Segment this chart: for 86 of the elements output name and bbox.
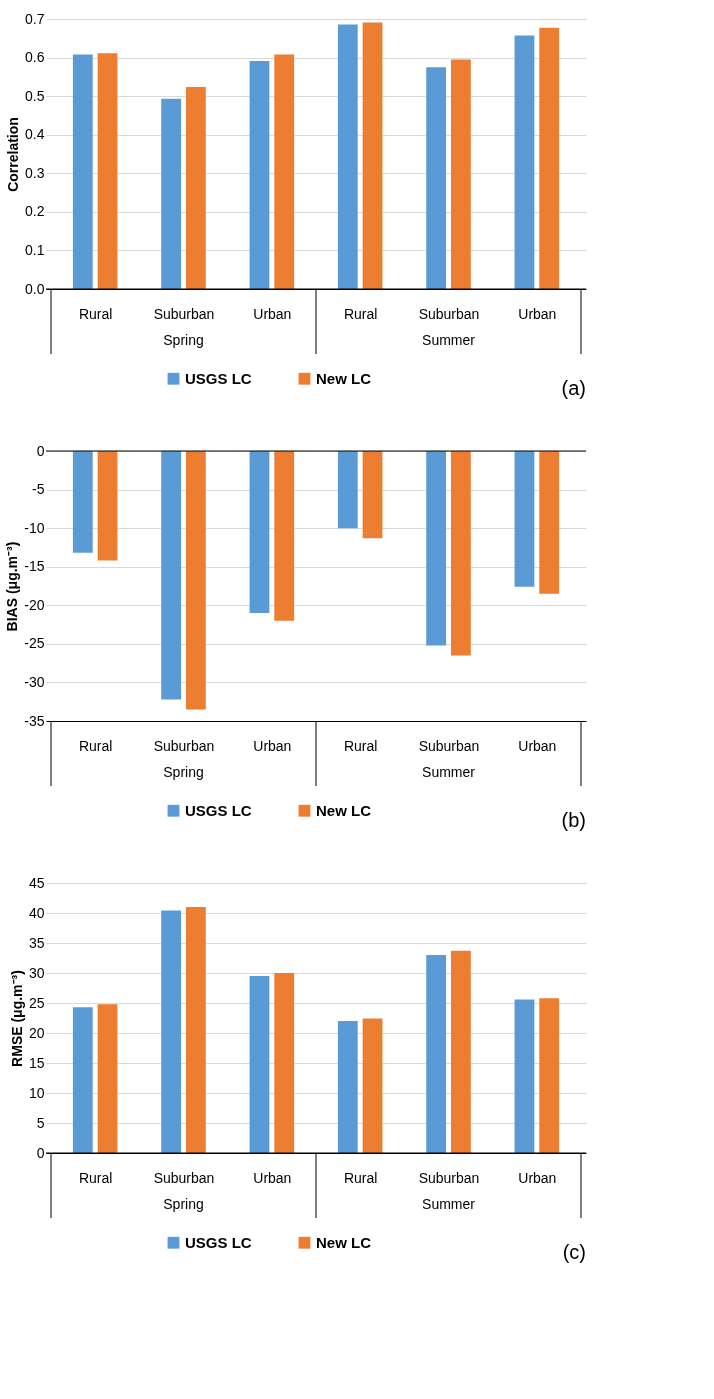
legend-label: USGS LC bbox=[185, 369, 252, 387]
y-tick-label: 0 bbox=[36, 442, 45, 459]
bar bbox=[450, 59, 471, 289]
y-tick-label: 0.7 bbox=[25, 10, 45, 27]
bar bbox=[362, 1018, 383, 1153]
bar bbox=[161, 910, 182, 1153]
y-tick-label: -20 bbox=[24, 596, 45, 613]
x-tick-label: Suburban bbox=[153, 737, 215, 754]
legend-label: New LC bbox=[316, 801, 372, 819]
x-tick-label: Urban bbox=[518, 1169, 557, 1186]
legend-label: New LC bbox=[316, 369, 372, 387]
y-tick-label: 0.2 bbox=[25, 203, 45, 220]
bar bbox=[97, 53, 118, 289]
x-tick-label: Urban bbox=[253, 1169, 292, 1186]
y-tick-label: 15 bbox=[28, 1054, 45, 1071]
x-tick-label: Rural bbox=[78, 737, 113, 754]
y-tick-label: -15 bbox=[24, 558, 45, 575]
y-tick-label: 40 bbox=[28, 904, 45, 921]
y-tick-label: -30 bbox=[24, 673, 45, 690]
y-tick-label: 5 bbox=[36, 1114, 45, 1131]
y-axis-title: RMSE (μg.m⁻³) bbox=[8, 970, 25, 1067]
text: Spring bbox=[163, 1196, 204, 1212]
bar bbox=[249, 976, 270, 1153]
x-tick-label: Suburban bbox=[418, 305, 480, 322]
text: Summer bbox=[422, 1196, 476, 1212]
bar bbox=[185, 86, 206, 289]
y-tick-label: 35 bbox=[28, 934, 45, 951]
bar bbox=[185, 907, 206, 1153]
y-tick-label: 10 bbox=[28, 1084, 45, 1101]
bar bbox=[97, 1004, 118, 1153]
y-tick-label: 0.0 bbox=[25, 280, 45, 297]
x-tick-label: Suburban bbox=[153, 305, 215, 322]
text: (c) bbox=[562, 1241, 586, 1263]
text: (a) bbox=[561, 377, 586, 399]
y-tick-label: 20 bbox=[28, 1024, 45, 1041]
y-tick-label: 0.5 bbox=[25, 87, 45, 104]
bar bbox=[426, 67, 447, 289]
text: Summer bbox=[422, 764, 476, 780]
text: Summer bbox=[422, 332, 476, 348]
y-tick-label: -35 bbox=[24, 712, 45, 729]
bar bbox=[514, 999, 535, 1153]
x-tick-label: Rural bbox=[78, 1169, 113, 1186]
y-tick-label: -25 bbox=[24, 635, 45, 652]
bar bbox=[274, 54, 295, 289]
bar bbox=[249, 61, 270, 289]
bar bbox=[274, 973, 295, 1153]
y-tick-label: 45 bbox=[28, 874, 45, 891]
bar bbox=[161, 98, 182, 289]
legend-label: USGS LC bbox=[185, 801, 252, 819]
x-tick-label: Suburban bbox=[153, 1169, 215, 1186]
legend-label: USGS LC bbox=[185, 1233, 252, 1251]
x-tick-label: Urban bbox=[518, 305, 557, 322]
y-axis-title: Correlation bbox=[5, 117, 22, 192]
y-tick-label: -5 bbox=[32, 481, 45, 498]
text: (b) bbox=[561, 809, 586, 831]
bar bbox=[72, 1007, 93, 1153]
y-tick-label: 0.4 bbox=[25, 126, 45, 143]
x-tick-label: Suburban bbox=[418, 737, 480, 754]
text: Spring bbox=[163, 764, 204, 780]
y-tick-label: 30 bbox=[28, 964, 45, 981]
x-tick-label: Rural bbox=[343, 737, 378, 754]
x-tick-label: Urban bbox=[253, 737, 292, 754]
x-tick-label: Urban bbox=[518, 737, 557, 754]
x-tick-label: Rural bbox=[78, 305, 113, 322]
bar bbox=[450, 950, 471, 1153]
bar bbox=[337, 24, 358, 289]
y-tick-label: -10 bbox=[24, 519, 45, 536]
bar bbox=[539, 998, 560, 1153]
x-tick-label: Urban bbox=[253, 305, 292, 322]
y-tick-label: 0.6 bbox=[25, 49, 45, 66]
x-tick-label: Rural bbox=[343, 1169, 378, 1186]
bar bbox=[539, 27, 560, 289]
y-axis-title: BIAS (μg.m⁻³) bbox=[4, 541, 21, 632]
x-tick-label: Rural bbox=[343, 305, 378, 322]
y-tick-label: 25 bbox=[28, 994, 45, 1011]
x-tick-label: Suburban bbox=[418, 1169, 480, 1186]
bar bbox=[72, 54, 93, 289]
text: Spring bbox=[163, 332, 204, 348]
bar bbox=[337, 1021, 358, 1153]
bar bbox=[514, 35, 535, 289]
y-tick-label: 0.1 bbox=[25, 241, 45, 258]
legend-label: New LC bbox=[316, 1233, 372, 1251]
y-tick-label: 0.3 bbox=[25, 164, 45, 181]
y-tick-label: 0 bbox=[36, 1144, 45, 1161]
bar bbox=[426, 955, 447, 1153]
bar bbox=[362, 22, 383, 289]
